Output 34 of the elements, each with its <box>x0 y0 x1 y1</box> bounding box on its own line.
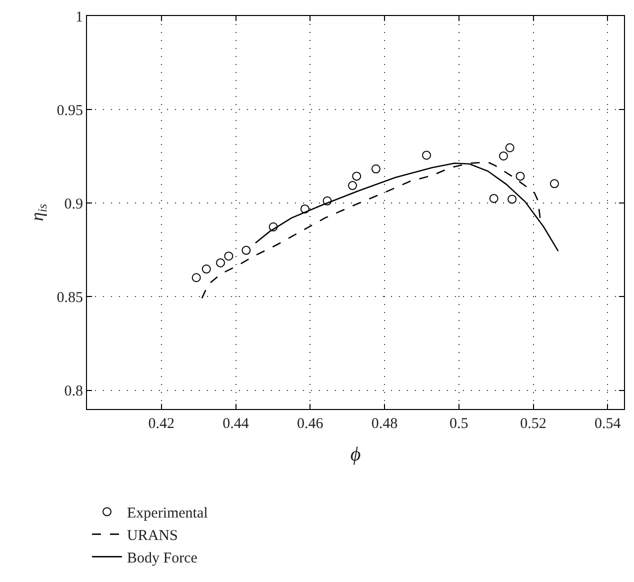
point <box>192 273 201 282</box>
point <box>300 204 310 214</box>
x-tick-label: 0.54 <box>594 416 622 432</box>
y-tick-label: 0.9 <box>64 196 83 212</box>
point <box>268 222 278 232</box>
x-tick-label: 0.48 <box>371 416 398 432</box>
legend-label: Body Force <box>127 550 198 567</box>
y-tick-label: 0.95 <box>56 102 83 119</box>
x-axis-title: ϕ <box>350 444 361 466</box>
point <box>224 252 234 261</box>
point <box>202 264 211 274</box>
x-tick-label: 0.5 <box>450 416 468 432</box>
point <box>422 150 432 160</box>
x-tick-label: 0.46 <box>297 416 324 432</box>
point <box>352 172 362 181</box>
legend-label: URANS <box>127 528 178 544</box>
point <box>216 258 226 268</box>
x-tick-label: 0.44 <box>222 416 250 432</box>
point <box>516 172 525 181</box>
y-tick-label: 0.8 <box>64 384 83 400</box>
point <box>242 246 251 255</box>
x-tick-label: 0.42 <box>148 416 175 432</box>
x-tick-label: 0.52 <box>520 416 546 432</box>
point <box>499 151 508 160</box>
y-tick-label: 1 <box>76 9 83 26</box>
point <box>489 194 498 203</box>
point <box>322 196 332 206</box>
point <box>371 164 380 174</box>
point <box>550 179 559 188</box>
y-tick-label: 0.85 <box>56 290 83 306</box>
point <box>505 143 514 152</box>
point <box>348 181 358 190</box>
legend-label: Experimental <box>127 506 208 522</box>
point <box>508 194 517 204</box>
